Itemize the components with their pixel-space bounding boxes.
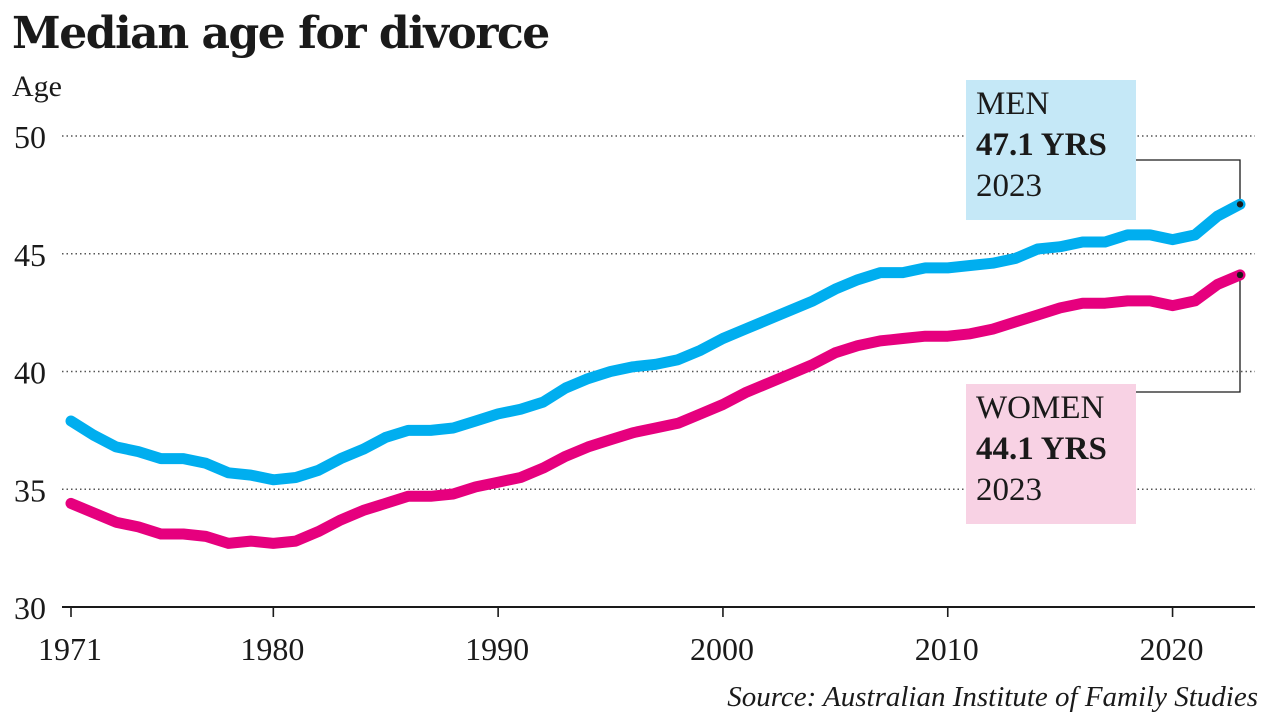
callout-women: WOMEN 44.1 YRS 2023 xyxy=(966,384,1136,524)
x-tick-1971: 1971 xyxy=(38,631,102,667)
leader-women xyxy=(1136,274,1241,393)
callout-women-label: WOMEN xyxy=(976,390,1105,426)
y-tick-50: 50 xyxy=(14,119,46,155)
leader-men xyxy=(1136,159,1241,205)
y-tick-40: 40 xyxy=(14,355,46,391)
series-lines xyxy=(65,198,1246,549)
y-tick-35: 35 xyxy=(14,472,46,508)
x-tick-2010: 2010 xyxy=(915,631,979,667)
y-tick-45: 45 xyxy=(14,237,46,273)
source-note: Source: Australian Institute of Family S… xyxy=(727,681,1258,713)
chart-title: Median age for divorce xyxy=(12,8,550,59)
y-axis-label: Age xyxy=(12,70,62,103)
x-tick-2020: 2020 xyxy=(1140,631,1204,667)
y-axis-ticks: 30 35 40 45 50 xyxy=(14,119,46,626)
series-line-women xyxy=(65,269,1246,549)
callout-leader-lines xyxy=(1136,159,1241,393)
end-point-women xyxy=(1236,271,1244,279)
callout-men-year: 2023 xyxy=(976,168,1042,204)
grid-lines xyxy=(62,135,1255,490)
x-tick-1980: 1980 xyxy=(240,631,304,667)
end-point-men xyxy=(1236,201,1244,208)
series-line-men xyxy=(65,198,1246,486)
callout-women-year: 2023 xyxy=(976,472,1042,508)
y-tick-30: 30 xyxy=(14,590,46,626)
callout-men-label: MEN xyxy=(976,86,1050,122)
callout-men: MEN 47.1 YRS 2023 xyxy=(966,80,1136,220)
x-tick-1990: 1990 xyxy=(465,631,529,667)
x-tick-2000: 2000 xyxy=(690,631,754,667)
callout-women-value: 44.1 YRS xyxy=(976,431,1107,467)
callout-men-value: 47.1 YRS xyxy=(976,127,1107,163)
x-axis: 1971 1980 1990 2000 2010 2020 xyxy=(38,606,1255,667)
